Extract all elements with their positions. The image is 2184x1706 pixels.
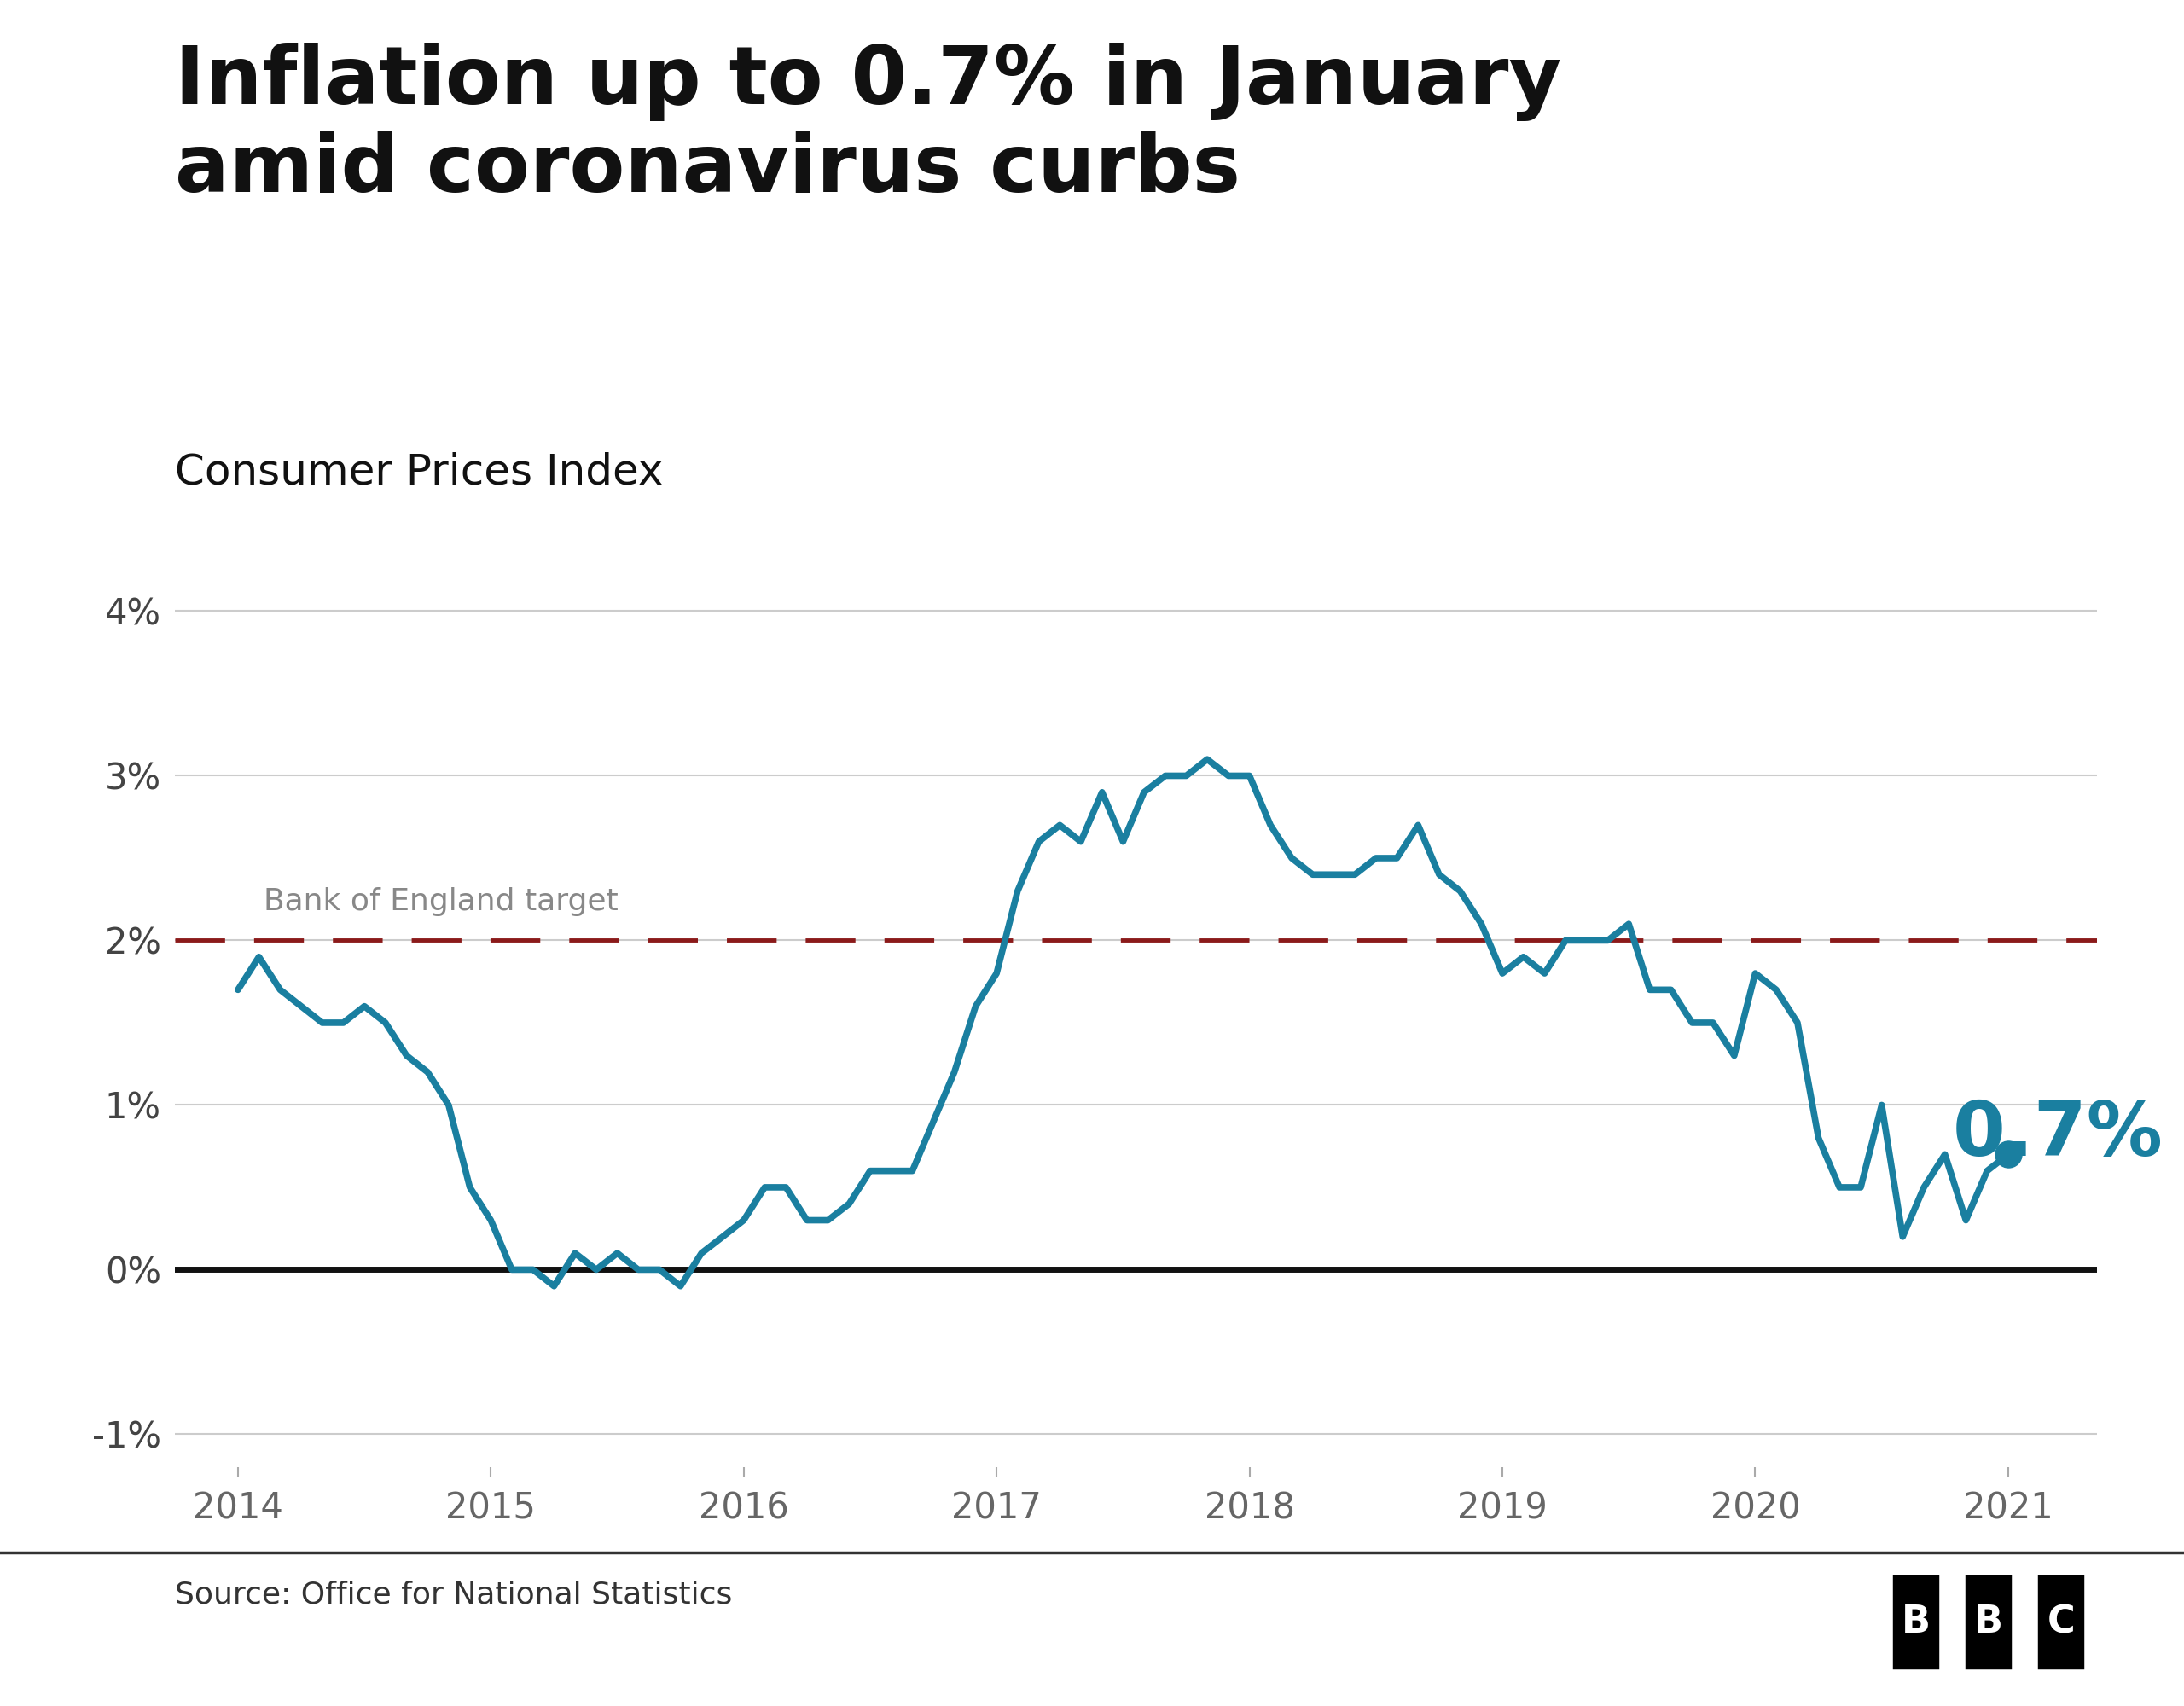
Bar [1963,1573,2014,1672]
Point [1990,1141,2025,1169]
Text: Bank of England target: Bank of England target [264,887,618,916]
Bar [1891,1573,1942,1672]
Text: Source: Office for National Statistics: Source: Office for National Statistics [175,1580,732,1610]
Text: C: C [2046,1604,2075,1641]
Text: 0.7%: 0.7% [1952,1097,2162,1172]
Text: B: B [1974,1604,2003,1641]
Bar [2035,1573,2088,1672]
Text: Consumer Prices Index: Consumer Prices Index [175,452,664,493]
Text: B: B [1902,1604,1931,1641]
Text: Inflation up to 0.7% in January
amid coronavirus curbs: Inflation up to 0.7% in January amid cor… [175,43,1562,208]
